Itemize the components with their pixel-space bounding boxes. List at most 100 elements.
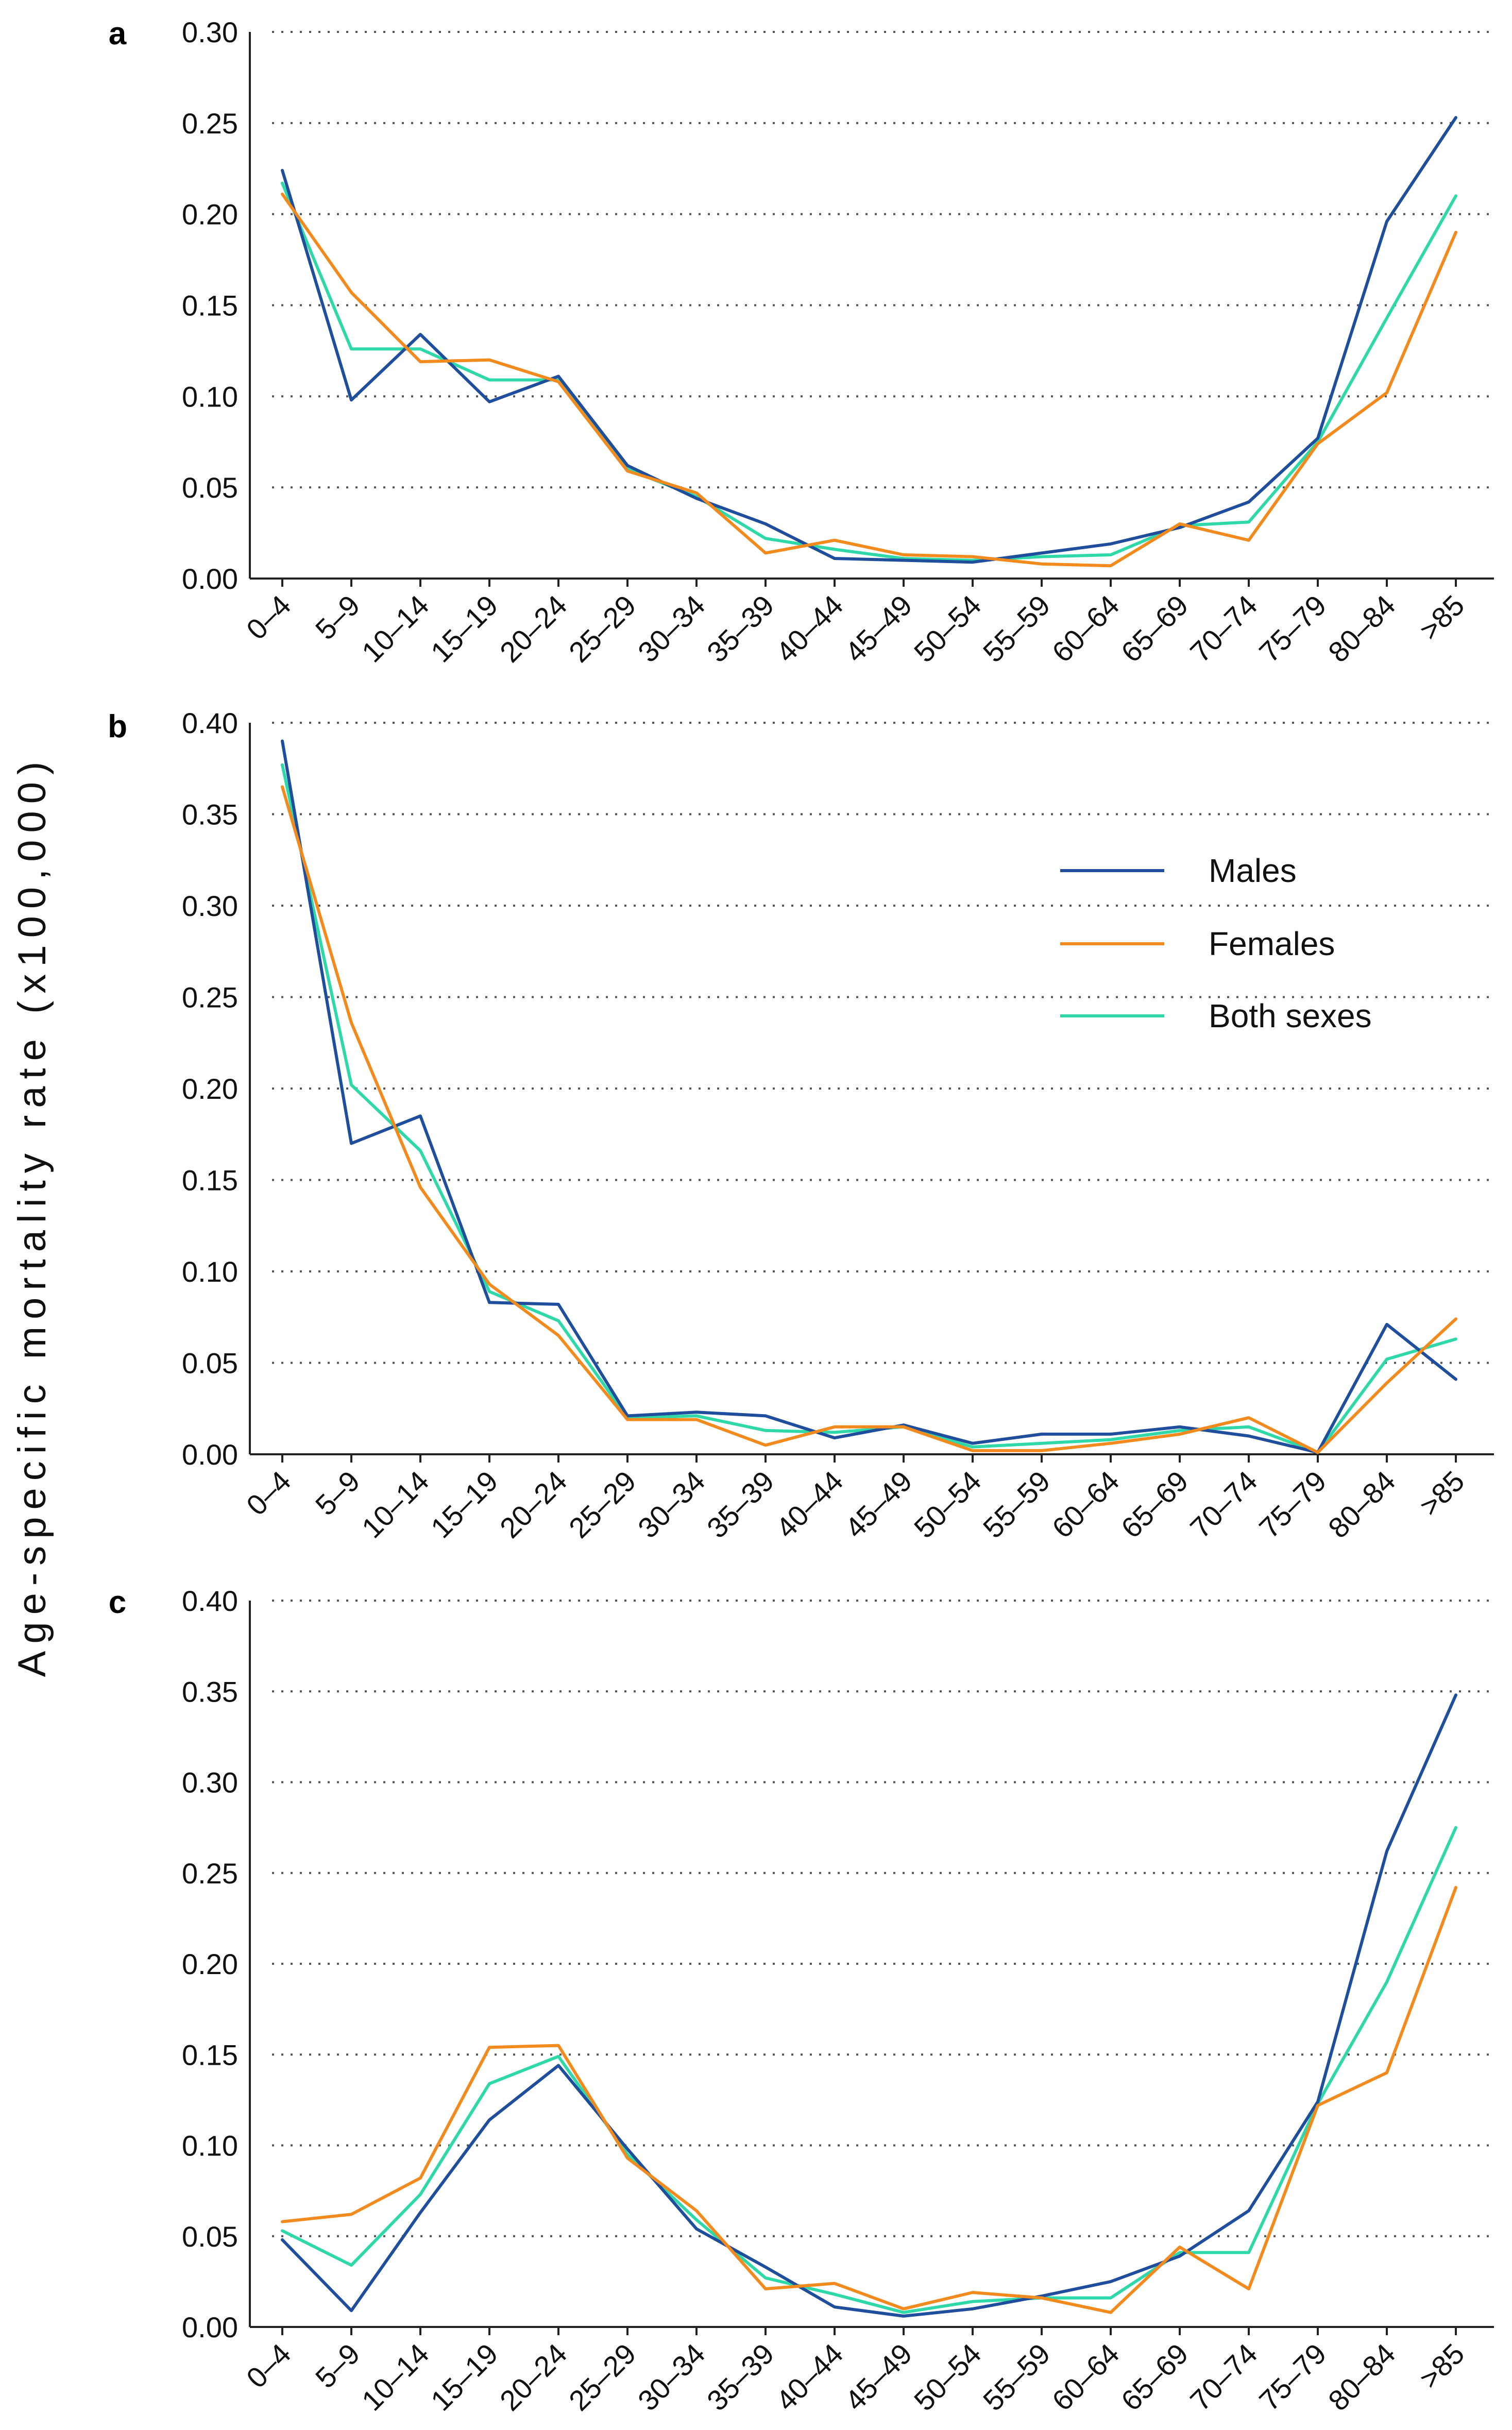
panel-letter-c: c [109, 1585, 126, 1620]
y-tick-label: 0.30 [182, 16, 238, 48]
y-tick-label: 0.40 [182, 1585, 238, 1617]
series-line-both-sexes-panel-a [281, 181, 1457, 562]
y-tick-label: 0.30 [182, 890, 238, 922]
x-ticks: 0–4 5–910–1415–1920–2425–2930–3435–3940–4… [240, 2327, 1471, 2417]
y-tick-label: 0.00 [182, 1438, 238, 1471]
x-tick-label: 55–59 [977, 1465, 1057, 1544]
x-tick-label: 65–69 [1115, 589, 1195, 669]
x-tick-label: 45–49 [839, 1465, 919, 1544]
y-tick-label: 0.00 [182, 2311, 238, 2343]
y-tick-label: 0.15 [182, 2038, 238, 2071]
x-tick-label: 25–29 [563, 589, 642, 669]
x-tick-label: 25–29 [563, 2337, 642, 2417]
x-tick-label: 75–79 [1253, 1465, 1333, 1544]
series-line-females-panel-b [281, 785, 1457, 1454]
series-line-females-panel-c [281, 1885, 1457, 2314]
x-tick-label: 10–14 [355, 1465, 435, 1544]
chart-panels: a0.000.050.100.150.200.250.300–4 5–910–14… [108, 16, 1494, 2417]
x-tick-label: 45–49 [839, 589, 919, 669]
y-tick-label: 0.20 [182, 1948, 238, 1980]
x-tick-label: 75–79 [1253, 589, 1333, 669]
y-tick-label: 0.15 [182, 290, 238, 322]
x-tick-label: 70–74 [1184, 1465, 1264, 1544]
series-line-males-panel-a [281, 116, 1457, 564]
x-tick-label: 55–59 [977, 589, 1057, 669]
series-line-males-panel-c [281, 1693, 1457, 2318]
legend-item-males: Males [1060, 852, 1297, 889]
y-ticks: 0.00 0.05 0.10 0.15 0.20 0.25 0.30 0.35 0.40 [182, 707, 1494, 1471]
x-tick-label: 30–34 [632, 1465, 711, 1544]
x-tick-label: 0–4 [240, 2337, 297, 2394]
legend-label-males: Males [1209, 852, 1297, 889]
x-tick-label: 65–69 [1115, 1465, 1195, 1544]
y-tick-label: 0.00 [182, 563, 238, 595]
series-line-males-panel-b [281, 739, 1457, 1454]
legend-label-both-sexes: Both sexes [1209, 997, 1372, 1034]
x-tick-label: 40–44 [770, 1465, 850, 1544]
x-tick-label: 60–64 [1046, 1465, 1126, 1544]
y-tick-label: 0.25 [182, 1857, 238, 1890]
x-tick-label: 0–4 [240, 589, 297, 646]
y-ticks: 0.00 0.05 0.10 0.15 0.20 0.25 0.30 0.35 0.40 [182, 1585, 1494, 2343]
x-tick-label: 5–9 [309, 2337, 366, 2394]
x-tick-label: 20–24 [494, 589, 573, 669]
y-tick-label: 0.05 [182, 1347, 238, 1380]
y-ticks: 0.00 0.05 0.10 0.15 0.20 0.25 0.30 [182, 16, 1494, 595]
x-tick-label: 15–19 [424, 2337, 504, 2417]
y-tick-label: 0.15 [182, 1164, 238, 1197]
x-tick-label: >85 [1413, 2337, 1471, 2395]
x-tick-label: >85 [1413, 1465, 1471, 1522]
x-tick-label: 20–24 [494, 1465, 573, 1544]
x-tick-label: 50–54 [908, 1465, 988, 1544]
x-tick-label: 80–84 [1322, 1465, 1402, 1544]
x-tick-label: 0–4 [240, 1465, 297, 1522]
panel-letter-b: b [108, 709, 127, 744]
x-tick-label: 70–74 [1184, 2337, 1264, 2417]
y-tick-label: 0.25 [182, 107, 238, 140]
series-line-females-panel-a [281, 192, 1457, 568]
x-tick-label: 80–84 [1322, 589, 1402, 669]
x-tick-label: 50–54 [908, 2337, 988, 2417]
x-tick-label: 10–14 [355, 589, 435, 669]
x-tick-label: 35–39 [701, 1465, 780, 1544]
x-tick-label: 5–9 [309, 1465, 366, 1522]
x-tick-label: 70–74 [1184, 589, 1264, 669]
x-tick-label: 80–84 [1322, 2337, 1402, 2417]
x-tick-label: 20–24 [494, 2337, 573, 2417]
y-tick-label: 0.35 [182, 1675, 238, 1708]
x-tick-label: 45–49 [839, 2337, 919, 2417]
x-tick-label: 40–44 [770, 589, 850, 669]
x-tick-label: 55–59 [977, 2337, 1057, 2417]
panel-b: b 0.00 0.05 0.10 0.15 0.20 0.25 0.30 0.35 0.40 0–4… [108, 707, 1494, 1544]
y-tick-label: 0.20 [182, 198, 238, 231]
x-tick-label: 60–64 [1046, 2337, 1126, 2417]
y-tick-label: 0.05 [182, 471, 238, 504]
y-tick-label: 0.40 [182, 707, 238, 739]
legend-label-females: Females [1209, 925, 1335, 962]
x-tick-label: 50–54 [908, 589, 988, 669]
legend: Males Females Both sexes [1060, 852, 1372, 1034]
panel-letter-a: a [109, 16, 127, 52]
x-ticks: 0–4 5–910–1415–1920–2425–2930–3435–3940–4… [240, 1454, 1471, 1544]
y-tick-label: 0.35 [182, 798, 238, 831]
x-tick-label: 40–44 [770, 2337, 850, 2417]
panel-a: a 0.00 0.05 0.10 0.15 0.20 0.25 0.30 0–4 5–910–14… [109, 16, 1494, 669]
x-tick-label: 75–79 [1253, 2337, 1333, 2417]
x-tick-label: 5–9 [309, 589, 366, 646]
x-tick-label: 10–14 [355, 2337, 435, 2417]
y-tick-label: 0.10 [182, 1255, 238, 1288]
y-tick-label: 0.30 [182, 1766, 238, 1799]
x-tick-label: 35–39 [701, 589, 780, 669]
x-tick-label: 35–39 [701, 2337, 780, 2417]
y-tick-label: 0.05 [182, 2220, 238, 2253]
panel-c: c 0.00 0.05 0.10 0.15 0.20 0.25 0.30 0.35 0.40 0–4… [109, 1585, 1494, 2417]
legend-item-both-sexes: Both sexes [1060, 997, 1372, 1034]
x-tick-label: >85 [1413, 589, 1471, 647]
x-ticks: 0–4 5–910–1415–1920–2425–2930–3435–3940–4… [240, 579, 1471, 669]
x-tick-label: 15–19 [424, 1465, 504, 1544]
x-tick-label: 25–29 [563, 1465, 642, 1544]
y-tick-label: 0.20 [182, 1073, 238, 1105]
y-tick-label: 0.10 [182, 2130, 238, 2162]
x-tick-label: 65–69 [1115, 2337, 1195, 2417]
